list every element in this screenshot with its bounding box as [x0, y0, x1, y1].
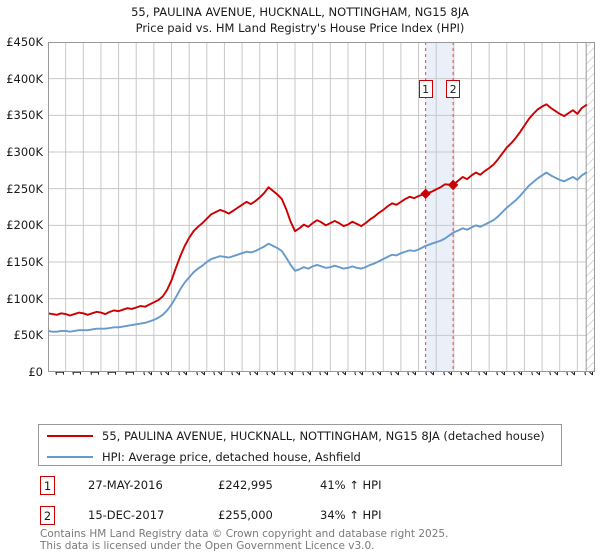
plot-border	[48, 42, 595, 372]
legend-entry: HPI: Average price, detached house, Ashf…	[39, 446, 361, 467]
sale-marker-1[interactable]	[420, 188, 431, 200]
footer-line-2: This data is licensed under the Open Gov…	[40, 540, 375, 552]
transaction-hpi-delta: 34% ↑ HPI	[320, 508, 382, 522]
title-line-1: 55, PAULINA AVENUE, HUCKNALL, NOTTINGHAM…	[131, 5, 469, 19]
transaction-index-badge: 2	[40, 506, 55, 525]
future-projection-band	[585, 42, 595, 372]
plot-area	[48, 42, 595, 372]
footer-line-1: Contains HM Land Registry data © Crown c…	[40, 528, 449, 540]
transaction-price: £255,000	[218, 508, 273, 522]
chart-legend: 55, PAULINA AVENUE, HUCKNALL, NOTTINGHAM…	[38, 424, 562, 466]
chart-title: 55, PAULINA AVENUE, HUCKNALL, NOTTINGHAM…	[0, 4, 600, 36]
title-line-2: Price paid vs. HM Land Registry's House …	[135, 21, 465, 35]
series-line	[48, 103, 588, 317]
legend-entry: 55, PAULINA AVENUE, HUCKNALL, NOTTINGHAM…	[39, 425, 545, 446]
copyright-footer: Contains HM Land Registry data © Crown c…	[40, 528, 580, 552]
legend-label: 55, PAULINA AVENUE, HUCKNALL, NOTTINGHAM…	[102, 428, 545, 443]
transaction-row[interactable]: 1 27-MAY-2016 £242,995 41% ↑ HPI	[40, 476, 560, 496]
series-line	[48, 171, 588, 333]
transaction-index-badge: 1	[40, 476, 55, 495]
plot-background	[48, 42, 595, 372]
transaction-price: £242,995	[218, 478, 273, 492]
transaction-date: 15-DEC-2017	[88, 508, 165, 522]
transaction-date: 27-MAY-2016	[88, 478, 163, 492]
legend-label: HPI: Average price, detached house, Ashf…	[102, 449, 361, 464]
chart-marker-badge-2[interactable]: 2	[446, 80, 461, 98]
transaction-hpi-delta: 41% ↑ HPI	[320, 478, 382, 492]
legend-color-swatch	[47, 434, 93, 437]
chart-marker-badge-1[interactable]: 1	[418, 80, 433, 98]
chart-svg	[48, 42, 595, 372]
transaction-row[interactable]: 2 15-DEC-2017 £255,000 34% ↑ HPI	[40, 506, 560, 526]
sale-marker-2[interactable]	[447, 179, 459, 191]
legend-color-swatch	[47, 455, 93, 458]
